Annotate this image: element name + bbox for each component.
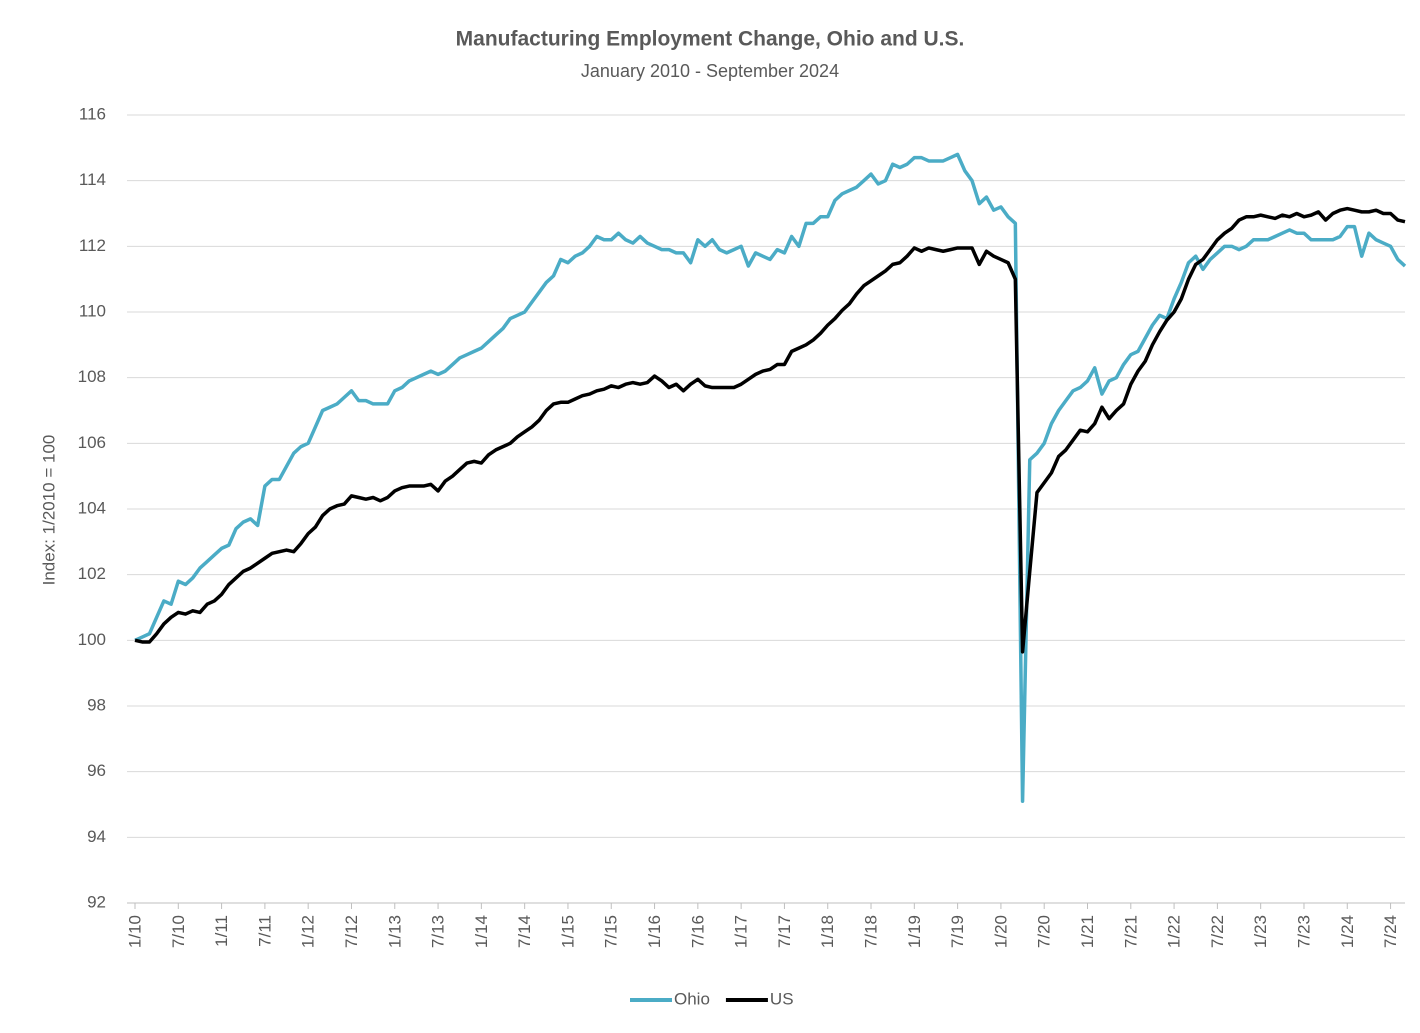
legend-label: Ohio bbox=[674, 989, 710, 1008]
chart-subtitle: January 2010 - September 2024 bbox=[581, 61, 839, 81]
y-tick-label: 106 bbox=[78, 433, 106, 452]
x-tick-label: 7/22 bbox=[1208, 915, 1227, 948]
y-tick-label: 94 bbox=[87, 827, 106, 846]
series-line bbox=[134, 206, 1406, 654]
x-tick-label: 7/24 bbox=[1381, 915, 1400, 948]
y-axis-title: Index: 1/2010 = 100 bbox=[39, 435, 58, 586]
x-tick-label: 1/24 bbox=[1338, 915, 1357, 948]
y-tick-label: 104 bbox=[78, 498, 106, 517]
x-tick-label: 1/15 bbox=[558, 915, 577, 948]
y-tick-label: 116 bbox=[79, 104, 106, 123]
y-tick-label: 114 bbox=[79, 170, 106, 189]
x-tick-label: 7/21 bbox=[1121, 915, 1140, 948]
x-tick-label: 1/21 bbox=[1078, 915, 1097, 948]
x-tick-label: 7/12 bbox=[342, 915, 361, 948]
x-tick-label: 1/10 bbox=[125, 915, 144, 948]
x-tick-label: 1/20 bbox=[991, 915, 1010, 948]
x-tick-label: 7/16 bbox=[688, 915, 707, 948]
y-tick-label: 108 bbox=[78, 367, 106, 386]
y-tick-label: 100 bbox=[78, 630, 106, 649]
x-tick-label: 7/23 bbox=[1294, 915, 1313, 948]
x-tick-label: 1/12 bbox=[299, 915, 318, 948]
y-tick-label: 98 bbox=[87, 695, 106, 714]
x-tick-label: 1/14 bbox=[472, 915, 491, 948]
x-tick-label: 7/11 bbox=[255, 915, 274, 947]
y-tick-label: 110 bbox=[79, 301, 106, 320]
x-tick-label: 7/20 bbox=[1035, 915, 1054, 948]
x-tick-label: 1/22 bbox=[1165, 915, 1184, 948]
x-tick-label: 1/18 bbox=[818, 915, 837, 948]
x-tick-label: 1/16 bbox=[645, 915, 664, 948]
x-tick-label: 7/15 bbox=[602, 915, 621, 948]
x-tick-label: 1/17 bbox=[732, 915, 751, 948]
x-tick-label: 1/19 bbox=[905, 915, 924, 948]
x-tick-label: 7/17 bbox=[775, 915, 794, 948]
x-tick-label: 1/13 bbox=[385, 915, 404, 948]
x-tick-label: 7/18 bbox=[862, 915, 881, 948]
x-tick-label: 7/10 bbox=[169, 915, 188, 948]
series-line bbox=[134, 152, 1407, 803]
chart-title: Manufacturing Employment Change, Ohio an… bbox=[456, 28, 965, 51]
y-tick-label: 96 bbox=[87, 761, 106, 780]
y-tick-label: 102 bbox=[78, 564, 106, 583]
x-tick-label: 7/19 bbox=[948, 915, 967, 948]
x-tick-label: 7/13 bbox=[429, 915, 448, 948]
legend-label: US bbox=[770, 989, 794, 1008]
x-tick-label: 1/23 bbox=[1251, 915, 1270, 948]
y-tick-label: 92 bbox=[87, 892, 106, 911]
x-tick-label: 7/14 bbox=[515, 915, 534, 948]
y-tick-label: 112 bbox=[79, 236, 106, 255]
x-tick-label: 1/11 bbox=[212, 915, 231, 947]
